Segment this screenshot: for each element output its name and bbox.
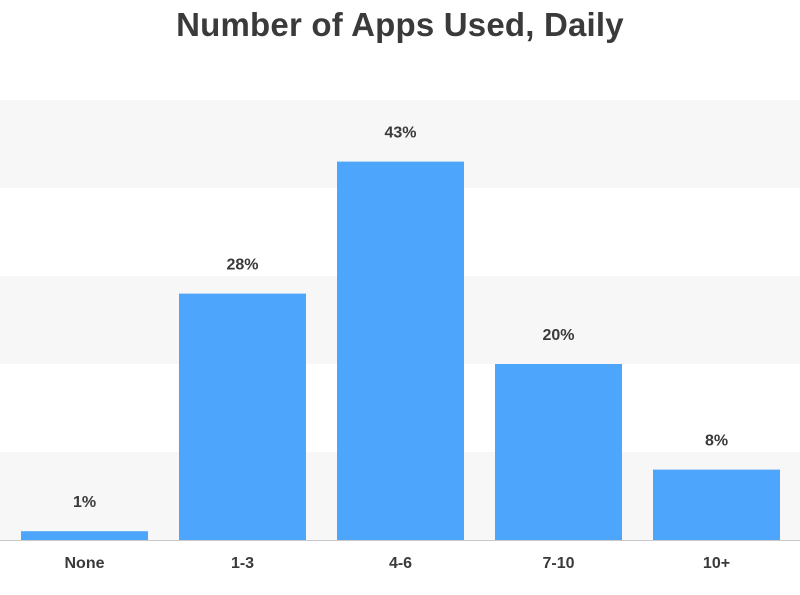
x-tick-label: 4-6 <box>389 555 412 572</box>
data-labels-group: 1% 28% 43% 20% 8% <box>73 125 728 512</box>
bar-10- <box>653 469 780 540</box>
data-label: 8% <box>705 433 728 450</box>
x-tick-label: 1-3 <box>231 555 254 572</box>
x-tick-label: 10+ <box>703 555 730 572</box>
x-tick-labels-group: None 1-3 4-6 7-10 10+ <box>65 555 731 572</box>
data-label: 1% <box>73 494 96 511</box>
bar-4-6 <box>337 161 464 540</box>
data-label: 28% <box>226 257 258 274</box>
chart-title: Number of Apps Used, Daily <box>176 6 624 43</box>
x-tick-label: 7-10 <box>542 555 574 572</box>
bars-group <box>21 161 780 540</box>
bar-7-10 <box>495 364 622 540</box>
data-label: 43% <box>384 125 416 142</box>
data-label: 20% <box>542 327 574 344</box>
x-tick-label: None <box>65 555 105 572</box>
bar-none <box>21 531 148 540</box>
bar-1-3 <box>179 293 306 540</box>
